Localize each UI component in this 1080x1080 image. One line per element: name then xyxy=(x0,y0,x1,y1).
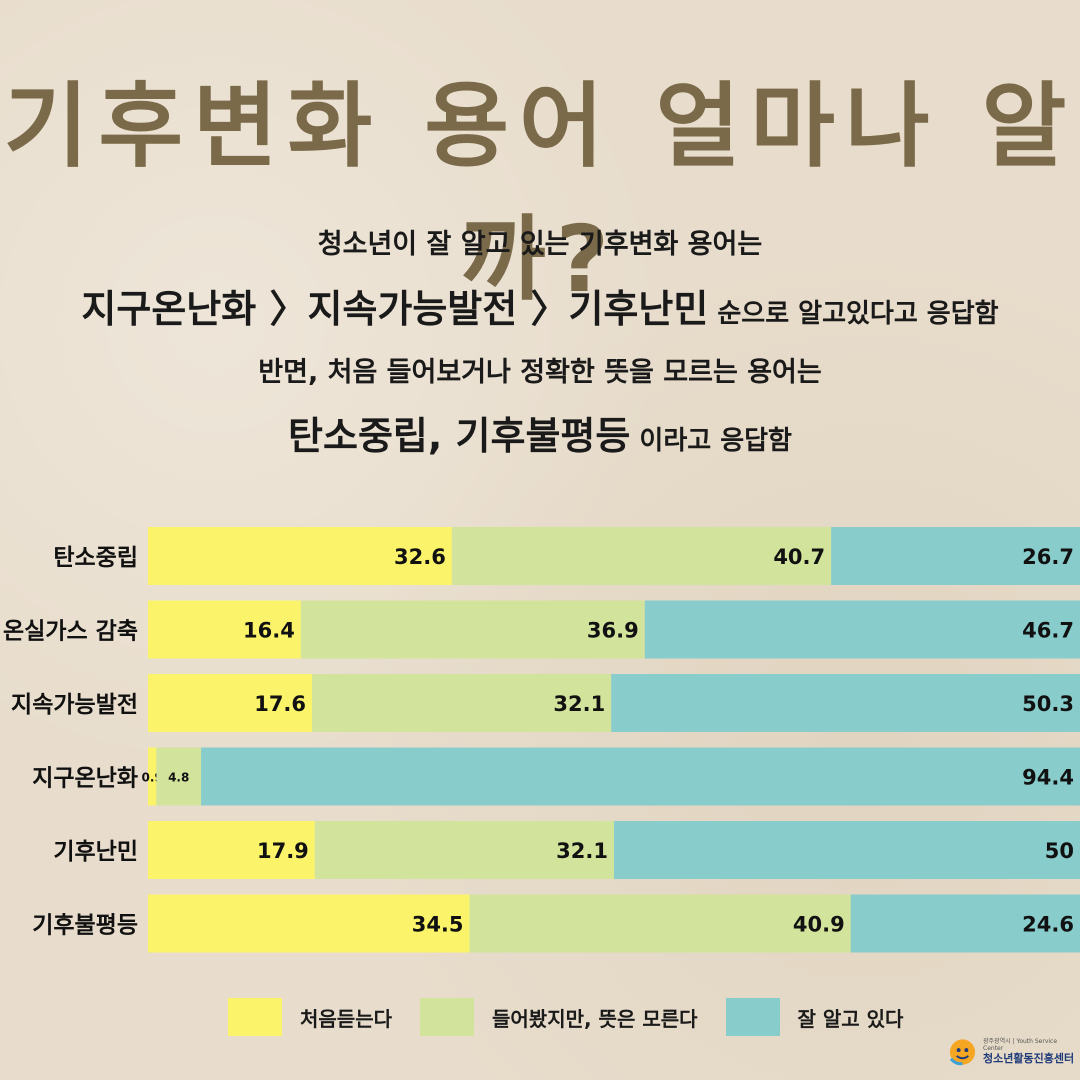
data-label: 94.4 xyxy=(1022,766,1074,790)
bar-segment xyxy=(850,894,1080,953)
data-label: 32.1 xyxy=(556,839,608,863)
legend-swatch-know-well xyxy=(725,998,780,1036)
bar-segment xyxy=(469,894,851,953)
category-label: 온실가스 감축 xyxy=(3,619,138,645)
summary-ranking: 지구온난화 〉지속가능발전 〉기후난민 xyxy=(81,287,709,331)
legend-label-know-well: 잘 알고 있다 xyxy=(797,1006,904,1031)
summary-unknown-suffix: 이라고 응답함 xyxy=(630,426,792,456)
data-label: 34.5 xyxy=(412,913,464,937)
legend-item-know-well: 잘 알고 있다 xyxy=(725,998,904,1036)
bar-segment xyxy=(201,747,1080,806)
bar-segment xyxy=(644,600,1080,659)
data-label: 4.8 xyxy=(168,771,189,785)
data-label: 16.4 xyxy=(243,619,295,643)
bar-segment xyxy=(148,674,313,732)
bar-segment xyxy=(312,674,612,732)
data-label: 46.7 xyxy=(1022,619,1074,643)
org-logo: 광주광역시 | Youth Service Center 청소년활동진흥센터 xyxy=(948,1032,1076,1072)
summary-ranking-suffix: 순으로 알고있다고 응답함 xyxy=(708,299,999,329)
bar-segment xyxy=(451,527,832,585)
bar-segment xyxy=(611,674,1080,732)
summary-line-4: 탄소중립, 기후불평등 이라고 응답함 xyxy=(0,405,1080,460)
summary-line-2: 지구온난화 〉지속가능발전 〉기후난민 순으로 알고있다고 응답함 xyxy=(0,278,1080,333)
data-label: 36.9 xyxy=(587,619,639,643)
bar-segment xyxy=(148,894,470,953)
category-label: 기후난민 xyxy=(53,839,138,865)
logo-name: 청소년활동진흥센터 xyxy=(983,1051,1075,1065)
summary-unknown-terms: 탄소중립, 기후불평등 xyxy=(288,414,631,458)
data-label: 24.6 xyxy=(1022,913,1074,937)
bar-segment xyxy=(156,747,202,806)
category-label: 탄소중립 xyxy=(53,545,138,571)
legend-item-first-time: 처음듣는다 xyxy=(228,998,392,1036)
logo-subtitle: 광주광역시 | Youth Service Center xyxy=(983,1038,1058,1052)
stacked-bar-chart: 탄소중립 32.6 40.7 26.7 온실가스 감축 16.4 36.9 46.7 지속가능발… xyxy=(3,527,1080,953)
data-label: 40.7 xyxy=(773,545,825,569)
bar-segment xyxy=(148,821,315,879)
bar-segment xyxy=(614,821,1080,879)
bar-segment xyxy=(148,527,452,585)
chart-legend: 처음듣는다 들어봤지만, 뜻은 모른다 잘 알고 있다 xyxy=(228,997,931,1037)
bar-segment xyxy=(314,821,614,879)
category-label: 지구온난화 xyxy=(32,766,138,792)
data-label: 17.6 xyxy=(254,692,306,716)
bar-segment xyxy=(831,527,1080,585)
data-label: 40.9 xyxy=(793,913,845,937)
data-label: 50 xyxy=(1045,839,1074,863)
data-label: 32.6 xyxy=(394,545,446,569)
summary-line-3: 반면, 처음 들어보거나 정확한 뜻을 모르는 용어는 xyxy=(258,357,822,388)
bar-segment xyxy=(148,600,301,659)
mascot-icon xyxy=(949,1039,976,1066)
summary-line-1: 청소년이 잘 알고 있는 기후변화 용어는 xyxy=(317,229,763,260)
legend-item-heard: 들어봤지만, 뜻은 모른다 xyxy=(420,998,698,1036)
data-label: 26.7 xyxy=(1022,545,1074,569)
page-title: 기후변화 용어 얼마나 알까? xyxy=(3,73,1077,313)
bar-segment xyxy=(300,600,645,659)
legend-label-first-time: 처음듣는다 xyxy=(300,1006,392,1031)
legend-label-heard: 들어봤지만, 뜻은 모른다 xyxy=(492,1006,698,1031)
legend-swatch-heard xyxy=(420,998,474,1036)
category-label: 기후불평등 xyxy=(32,913,138,939)
data-label: 50.3 xyxy=(1022,692,1074,716)
category-label: 지속가능발전 xyxy=(11,692,138,718)
bar-segment xyxy=(148,747,157,806)
legend-swatch-first-time xyxy=(228,998,282,1036)
data-label: 17.9 xyxy=(257,839,309,863)
data-label: 32.1 xyxy=(553,692,605,716)
